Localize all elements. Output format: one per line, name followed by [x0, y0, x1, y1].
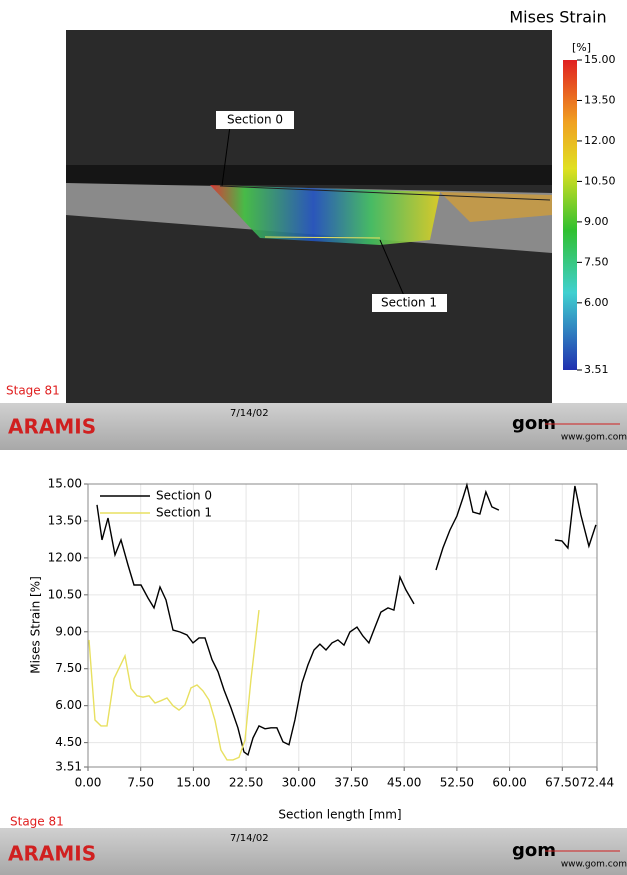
y-tick-label: 6.00 [55, 698, 82, 712]
y-tick-label: 12.00 [48, 550, 82, 564]
section-label-box [372, 294, 447, 312]
colorbar-tick-label: 3.51 [584, 363, 609, 376]
section-leader [221, 125, 231, 187]
x-tick-label: 0.00 [75, 776, 102, 790]
y-tick-label: 13.50 [48, 513, 82, 527]
plot-border [87, 483, 598, 768]
section-label-box [216, 111, 294, 129]
colorbar-tick-label: 12.00 [584, 134, 616, 147]
colorbar-tick-label: 13.50 [584, 93, 616, 106]
url: www.gom.com [561, 860, 627, 870]
section-label: Section 0 [227, 113, 283, 127]
url: www.gom.com [561, 433, 627, 443]
section-line [219, 185, 551, 201]
y-axis-label: Mises Strain [%] [29, 576, 43, 674]
y-tick-label: 10.50 [48, 587, 82, 601]
logo: gom [512, 413, 556, 434]
colorbar-unit: [%] [572, 41, 591, 54]
map-title: Mises Strain [509, 8, 606, 27]
series-line [96, 482, 597, 757]
colorbar-tick-label: 10.50 [584, 174, 616, 187]
section-line [264, 236, 381, 239]
section-leader [379, 239, 406, 299]
logo: gom [512, 840, 556, 861]
x-tick-label: 52.50 [440, 776, 474, 790]
colorbar-tick-label: 7.50 [584, 255, 609, 268]
colorbar-tick-label: 9.00 [584, 215, 609, 228]
footer-bar [0, 403, 627, 450]
x-tick-label: 60.00 [492, 776, 526, 790]
strain-field [440, 192, 552, 222]
x-tick-label: 15.00 [176, 776, 210, 790]
colorbar [563, 60, 577, 370]
y-tick-label: 7.50 [55, 661, 82, 675]
date: 7/14/02 [230, 833, 269, 844]
y-tick-label: 3.51 [55, 760, 82, 774]
colorbar-tick-label: 6.00 [584, 296, 609, 309]
stage-label: Stage 81 [10, 815, 64, 829]
legend-label: Section 0 [156, 489, 212, 503]
x-tick-label: 22.50 [229, 776, 263, 790]
y-tick-label: 9.00 [55, 624, 82, 638]
section-label: Section 1 [381, 296, 437, 310]
plot-area [87, 483, 598, 768]
specimen-shadow [66, 165, 552, 185]
x-tick-label: 37.50 [334, 776, 368, 790]
x-tick-label: 67.50 [545, 776, 579, 790]
legend-label: Section 1 [156, 506, 212, 520]
footer-bar [0, 828, 627, 875]
colorbar-tick-label: 15.00 [584, 53, 616, 66]
brand: ARAMIS [8, 415, 96, 439]
y-tick-label: 4.50 [55, 735, 82, 749]
x-tick-label: 45.00 [387, 776, 421, 790]
x-axis-label: Section length [mm] [278, 808, 401, 822]
x-tick-label: 72.44 [580, 776, 614, 790]
series-line [88, 610, 260, 761]
brand: ARAMIS [8, 842, 96, 866]
stage-label: Stage 81 [6, 384, 60, 398]
x-tick-label: 7.50 [127, 776, 154, 790]
y-tick-label: 15.00 [48, 477, 82, 491]
date: 7/14/02 [230, 408, 269, 419]
strain-field [210, 185, 440, 245]
x-tick-label: 30.00 [282, 776, 316, 790]
